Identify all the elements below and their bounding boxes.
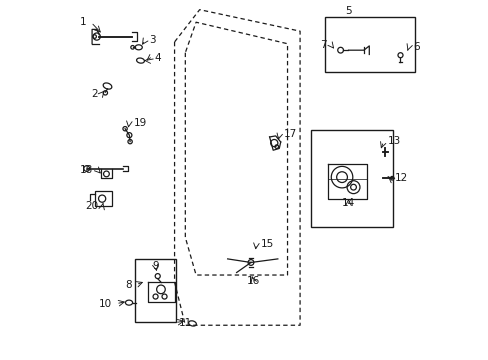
Bar	[95, 191, 112, 206]
Text: 11: 11	[179, 318, 192, 328]
Text: 18: 18	[80, 165, 93, 175]
Text: 6: 6	[412, 42, 419, 52]
Bar	[310, 130, 392, 226]
Text: 13: 13	[387, 136, 400, 146]
Text: 19: 19	[133, 118, 146, 128]
Text: 1: 1	[80, 17, 86, 27]
Text: 20: 20	[85, 201, 98, 211]
Text: 5: 5	[345, 6, 351, 16]
Bar	[135, 259, 176, 321]
Text: 16: 16	[246, 276, 260, 286]
Text: 12: 12	[394, 173, 407, 183]
Text: 4: 4	[154, 53, 161, 63]
Bar	[325, 17, 414, 72]
Text: 10: 10	[99, 299, 112, 309]
Text: 14: 14	[341, 198, 354, 208]
Text: 7: 7	[320, 40, 326, 50]
Text: 2: 2	[91, 89, 97, 99]
Text: 3: 3	[149, 35, 156, 45]
Text: 17: 17	[284, 129, 297, 139]
Text: 9: 9	[152, 261, 159, 271]
Text: 8: 8	[124, 280, 131, 290]
Text: 15: 15	[260, 239, 273, 249]
